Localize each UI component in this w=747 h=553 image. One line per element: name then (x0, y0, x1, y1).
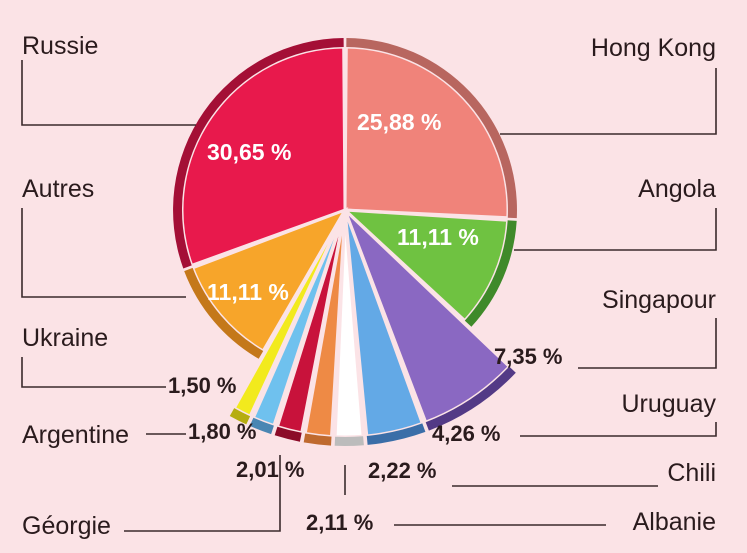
value-label-autres: 11,11 % (207, 279, 289, 305)
leader-line-ukraine (21, 357, 166, 388)
label-uruguay: Uruguay (622, 390, 717, 418)
value-label-angola: 11,11 % (397, 224, 479, 250)
pie-slices (173, 38, 517, 447)
pie-slice-hong-kong (343, 45, 510, 220)
value-label-uruguay: 4,26 % (432, 421, 501, 446)
label-russie: Russie (22, 32, 98, 60)
value-label-albanie: 2,11 % (306, 510, 373, 535)
pie-slice-rim-argentine (249, 417, 274, 435)
pie-slice-rim-uruguay (366, 423, 426, 445)
leader-line-georgie (124, 455, 281, 532)
value-label-chili: 2,22 % (368, 458, 437, 483)
value-label-hong-kong: 25,88 % (357, 109, 441, 135)
pie-slice-rim-angola (464, 220, 517, 327)
label-chili: Chili (667, 459, 716, 487)
leader-line-singapour (578, 318, 717, 369)
value-label-singapour: 7,35 % (494, 344, 563, 369)
leader-line-uruguay (520, 422, 717, 437)
label-albanie: Albanie (633, 508, 716, 536)
label-hong-kong: Hong Kong (591, 34, 716, 62)
leader-line-hong-kong (500, 68, 717, 135)
value-label-russie: 30,65 % (207, 139, 291, 165)
leader-lines (21, 60, 717, 532)
value-label-georgie: 2,01 % (236, 457, 305, 482)
label-argentine: Argentine (22, 421, 129, 449)
pie-slice-autres (190, 207, 349, 354)
pie-slice-singapour (343, 208, 512, 425)
value-label-argentine: 1,80 % (188, 419, 257, 444)
leader-line-russie (21, 60, 196, 126)
value-label-ukraine: 1,50 % (168, 373, 237, 398)
pie-slice-rim-ukraine (229, 408, 251, 425)
leader-line-autres (21, 208, 186, 298)
pie-slice-angola (340, 208, 510, 323)
label-georgie: Géorgie (22, 512, 111, 540)
label-autres: Autres (22, 175, 94, 203)
pie-slice-rim-autres (184, 267, 264, 359)
pie-slice-rim-albanie (303, 433, 332, 446)
label-singapour: Singapour (602, 286, 716, 314)
label-angola: Angola (638, 175, 716, 203)
pie-slice-rim-singapour (425, 366, 516, 431)
label-ukraine: Ukraine (22, 324, 108, 352)
leader-line-angola (514, 208, 717, 251)
pie-slice-rim-chili (334, 436, 364, 447)
pie-slice-rim-georgie (274, 426, 302, 442)
